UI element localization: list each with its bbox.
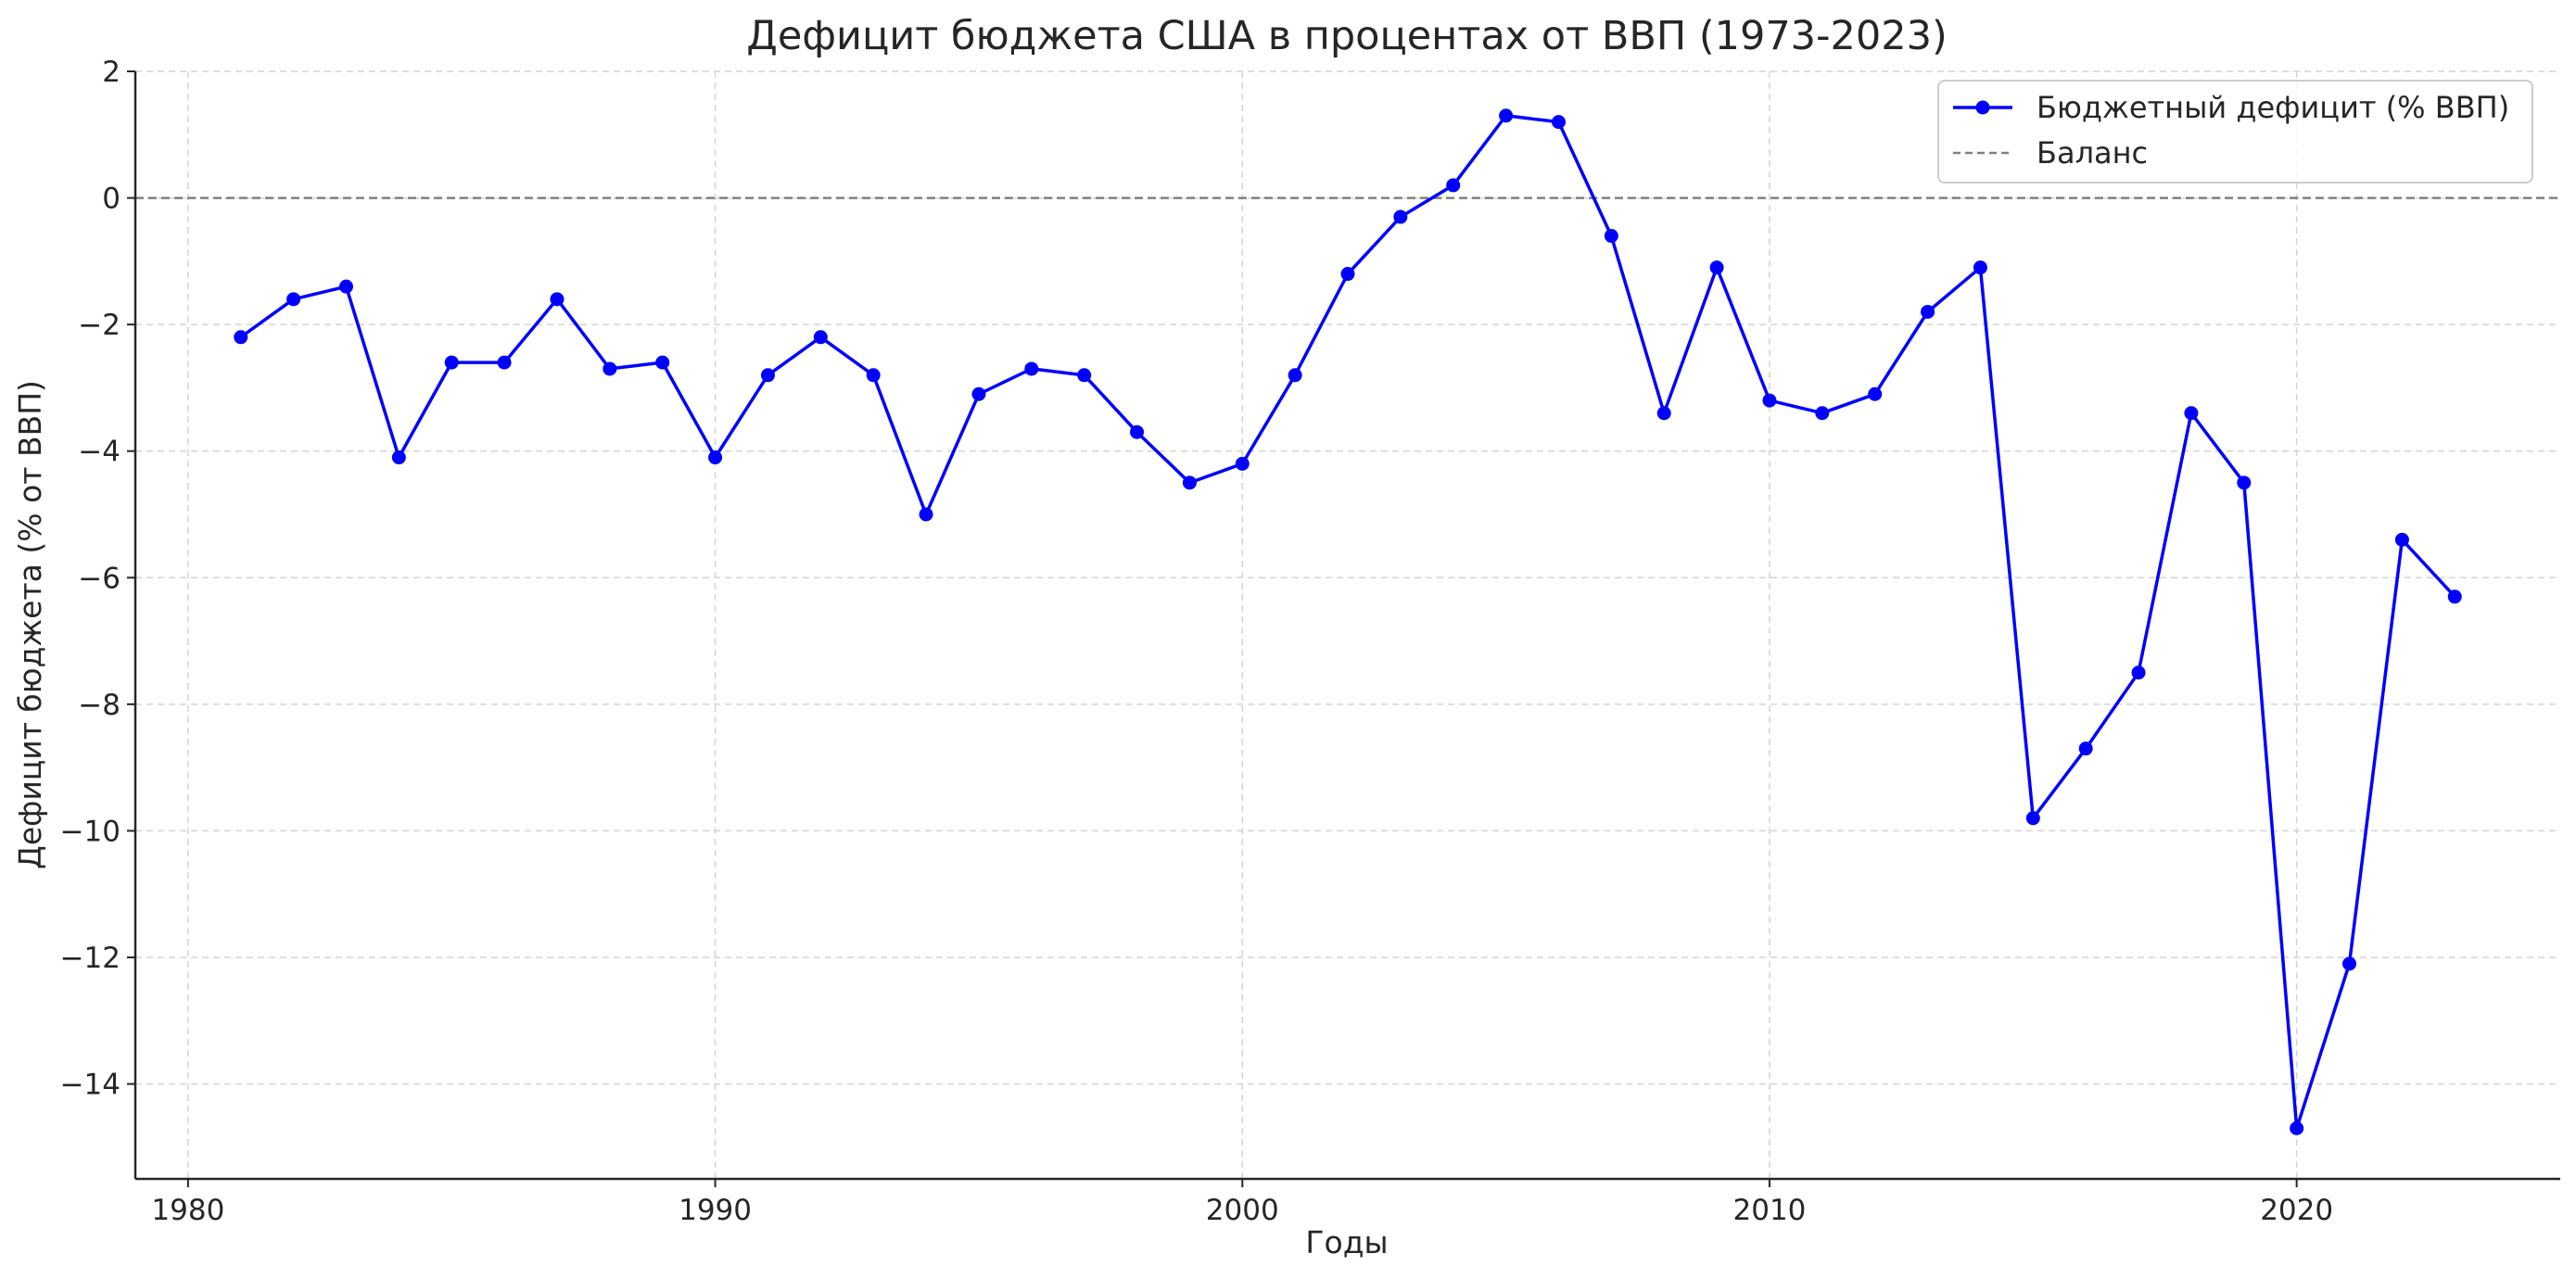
deficit-data-point (1868, 386, 1883, 401)
y-tick-label: 2 (102, 56, 121, 89)
deficit-data-point (286, 292, 301, 307)
deficit-data-point (1340, 267, 1355, 282)
deficit-data-point (1709, 260, 1724, 275)
deficit-data-point (1288, 368, 1302, 383)
deficit-data-point (919, 507, 933, 522)
y-tick-label: 0 (102, 183, 121, 216)
x-tick-label: 1990 (679, 1194, 752, 1227)
y-tick-label: −6 (78, 562, 121, 595)
deficit-data-point (603, 361, 617, 376)
deficit-data-point (338, 279, 353, 294)
deficit-data-point (1604, 229, 1618, 244)
legend-box (1937, 80, 2533, 184)
deficit-data-point (2342, 956, 2357, 971)
grid (135, 70, 2560, 1179)
deficit-data-point (813, 330, 828, 345)
y-tick-label: −10 (60, 815, 121, 848)
deficit-data-point (1446, 178, 1461, 193)
legend-series-label: Бюджетный дефицит (% ВВП) (2037, 90, 2509, 125)
y-tick-label: −12 (60, 942, 121, 975)
deficit-data-point (1024, 361, 1039, 376)
deficit-data-point (1182, 475, 1197, 490)
deficit-data-point (2290, 1121, 2304, 1135)
x-tick-label: 1980 (151, 1194, 224, 1227)
x-tick-label: 2010 (1733, 1194, 1807, 1227)
deficit-data-point (2184, 406, 2199, 421)
deficit-data-point (971, 386, 986, 401)
deficit-data-point (1815, 406, 1830, 421)
y-axis-label: Дефицит бюджета (% от ВВП) (12, 380, 48, 869)
deficit-data-point (2394, 532, 2409, 547)
x-tick-label: 2000 (1206, 1194, 1279, 1227)
deficit-data-point (2025, 811, 2040, 826)
y-tick-label: −4 (78, 436, 121, 469)
deficit-data-point (1762, 393, 1777, 408)
deficit-data-point (1921, 304, 1935, 319)
y-tick-label: −8 (78, 689, 121, 722)
deficit-data-point (234, 330, 248, 345)
deficit-data-point (2131, 665, 2146, 680)
deficit-data-point (550, 292, 565, 307)
deficit-data-point (1973, 260, 1987, 275)
deficit-data-point (1499, 108, 1514, 123)
chart-title: Дефицит бюджета США в процентах от ВВП (… (746, 13, 1948, 59)
legend-balance-label: Баланс (2037, 135, 2148, 171)
deficit-data-point (444, 355, 459, 370)
deficit-data-point (760, 368, 775, 383)
deficit-data-point (1130, 424, 1145, 439)
y-tick-label: −2 (78, 309, 121, 342)
deficit-data-point (2078, 741, 2093, 756)
deficit-data-point (1393, 209, 1408, 224)
deficit-data-point (1235, 456, 1250, 471)
deficit-data-point (708, 450, 723, 465)
deficit-data-point (2237, 475, 2252, 490)
deficit-data-point (1077, 368, 1092, 383)
deficit-data-point (1551, 115, 1566, 130)
axes (133, 71, 2560, 1181)
deficit-data-point (391, 450, 406, 465)
deficit-data-point (497, 355, 512, 370)
x-axis-label: Годы (1305, 1224, 1388, 1260)
y-tick-label: −14 (60, 1069, 121, 1102)
x-tick-label: 2020 (2260, 1194, 2333, 1227)
deficit-data-point (655, 355, 670, 370)
legend: Бюджетный дефицит (% ВВП) Баланс (1937, 80, 2533, 184)
deficit-data-point (1656, 406, 1671, 421)
deficit-data-point (866, 368, 881, 383)
legend-series-marker-icon (1975, 100, 1990, 115)
series-group (234, 108, 2462, 1135)
deficit-data-point (2447, 589, 2462, 604)
